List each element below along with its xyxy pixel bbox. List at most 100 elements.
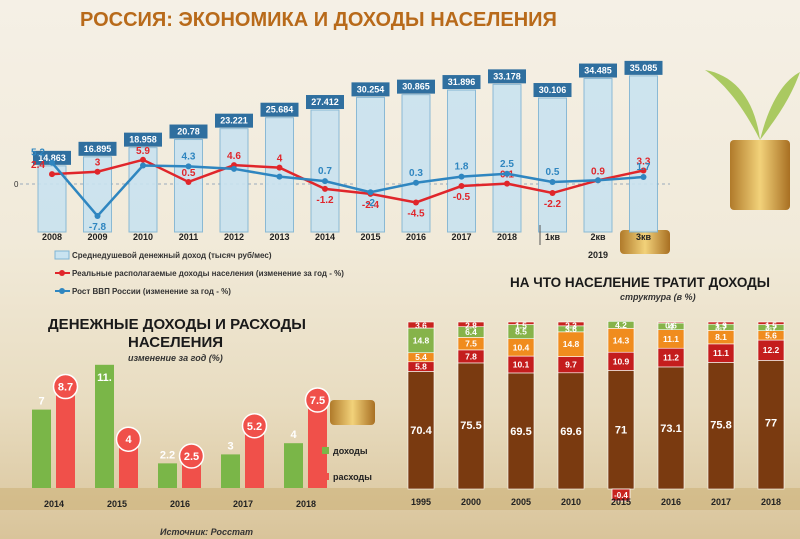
x-tick-label: 2015 bbox=[360, 232, 380, 242]
income-value-label: 18.958 bbox=[129, 135, 157, 145]
x-tick-label: 2015 bbox=[107, 499, 127, 509]
real-income-point bbox=[49, 171, 55, 178]
real-income-point bbox=[94, 168, 101, 175]
expense-value-bubble bbox=[304, 387, 331, 413]
structure-segment bbox=[757, 321, 785, 325]
coin-stack-3 bbox=[330, 400, 375, 425]
gdp-point bbox=[49, 159, 55, 166]
gdp-point bbox=[413, 179, 419, 186]
income-value-label: 16.895 bbox=[84, 144, 112, 154]
expense-value-label: 7.5 bbox=[310, 395, 325, 407]
structure-value-label: 3.6 bbox=[565, 324, 577, 334]
real-income-value-label: -2.2 bbox=[544, 199, 562, 210]
structure-value-label: 5.8 bbox=[415, 362, 427, 372]
x-tick-label: 2014 bbox=[315, 232, 335, 242]
x-tick-label: 2013 bbox=[269, 232, 289, 242]
structure-value-label: 4.2 bbox=[615, 320, 627, 330]
chart-subtitle: структура (в %) bbox=[620, 292, 696, 302]
gdp-value-label: 0.3 bbox=[409, 168, 423, 179]
income-value-box bbox=[33, 150, 71, 165]
real-income-point bbox=[549, 190, 556, 197]
structure-segment bbox=[507, 372, 535, 490]
income-value-box bbox=[306, 95, 344, 110]
real-income-value-label: -4.5 bbox=[407, 208, 425, 219]
income-bar bbox=[492, 83, 522, 233]
structure-value-label: 3.7 bbox=[765, 323, 777, 333]
structure-segment bbox=[407, 371, 435, 490]
ground-strip bbox=[0, 488, 800, 510]
income-value-box bbox=[579, 63, 617, 78]
real-income-value-label: -2.4 bbox=[362, 200, 380, 211]
x-tick-label: 2000 bbox=[461, 497, 481, 507]
plant-leaf-icon bbox=[705, 70, 800, 140]
income-bar bbox=[219, 128, 249, 233]
income-value-box bbox=[533, 83, 572, 98]
source-note: Источник: Росстат bbox=[160, 527, 253, 537]
chart-title-line1: ДЕНЕЖНЫЕ ДОХОДЫ И РАСХОДЫ bbox=[48, 316, 306, 333]
income-value-label: 2.2 bbox=[160, 449, 175, 461]
x-tick-label: 2018 bbox=[497, 232, 517, 242]
income-value-box bbox=[488, 69, 526, 84]
gdp-value-label: 5.2 bbox=[31, 148, 45, 159]
structure-segment bbox=[757, 360, 785, 490]
real-income-point bbox=[413, 199, 419, 206]
structure-segment bbox=[707, 321, 735, 325]
income-gdp-chart: 0 14.863 2008 16.895 2009 18.958 2010 20.78 2011… bbox=[14, 60, 670, 296]
structure-value-label: 7.5 bbox=[465, 339, 477, 349]
x-tick-label: 2010 bbox=[561, 497, 581, 507]
x-tick-label: 2017 bbox=[711, 497, 731, 507]
gdp-point bbox=[322, 178, 328, 185]
real-income-point bbox=[640, 167, 647, 174]
structure-segment bbox=[457, 362, 485, 490]
gdp-value-label: 0.5 bbox=[546, 167, 560, 178]
structure-segment bbox=[657, 366, 685, 490]
structure-value-label: 14.8 bbox=[413, 335, 430, 345]
structure-segment bbox=[407, 327, 435, 354]
structure-value-label: 10.9 bbox=[613, 356, 630, 366]
x-tick-label: 3кв bbox=[636, 232, 652, 242]
structure-segment bbox=[507, 321, 535, 325]
income-bar bbox=[95, 364, 114, 488]
year-group-label: 2019 bbox=[588, 250, 608, 260]
income-value-label: 30.106 bbox=[539, 85, 567, 95]
gdp-point bbox=[458, 173, 465, 180]
income-value-box bbox=[215, 113, 253, 128]
income-value-label: 31.896 bbox=[448, 77, 476, 87]
gdp-point bbox=[231, 165, 237, 172]
structure-value-label: 8.1 bbox=[715, 332, 727, 342]
income-bar bbox=[284, 443, 303, 488]
income-bar bbox=[310, 109, 340, 233]
gdp-value-label: 0.7 bbox=[318, 166, 332, 177]
x-tick-label: 2009 bbox=[87, 232, 107, 242]
income-value-label: 23.221 bbox=[220, 116, 248, 126]
x-tick-label: 2012 bbox=[224, 232, 244, 242]
x-tick-label: 2018 bbox=[761, 497, 781, 507]
real-income-value-label: -0.5 bbox=[453, 192, 471, 203]
structure-segment bbox=[611, 488, 631, 502]
gdp-line bbox=[51, 161, 644, 218]
x-tick-label: 2010 bbox=[133, 232, 153, 242]
x-tick-label: 1995 bbox=[411, 497, 431, 507]
real-income-value-label: 3.3 bbox=[637, 156, 651, 167]
expense-value-label: 4 bbox=[125, 434, 132, 446]
expense-value-label: 2.5 bbox=[184, 451, 199, 463]
legend-expense-label: расходы bbox=[333, 472, 372, 482]
income-bar bbox=[629, 75, 658, 233]
gdp-point bbox=[276, 173, 283, 180]
expense-value-label: 5.2 bbox=[247, 421, 262, 433]
income-value-box bbox=[78, 141, 117, 156]
structure-value-label: 1.3 bbox=[715, 321, 727, 331]
legend-gdp-dot bbox=[59, 288, 65, 294]
chart-title: НА ЧТО НАСЕЛЕНИЕ ТРАТИТ ДОХОДЫ bbox=[510, 275, 770, 290]
legend-expense-swatch bbox=[322, 473, 329, 480]
expense-bar bbox=[119, 443, 138, 488]
structure-value-label: 77 bbox=[765, 417, 777, 429]
x-tick-label: 2016 bbox=[661, 497, 681, 507]
structure-value-label: 3.7 bbox=[715, 322, 727, 332]
structure-value-label: -0.4 bbox=[614, 491, 628, 500]
structure-segment bbox=[657, 321, 685, 324]
income-value-label: 14.863 bbox=[38, 153, 66, 163]
structure-value-label: 11.2 bbox=[663, 353, 679, 363]
